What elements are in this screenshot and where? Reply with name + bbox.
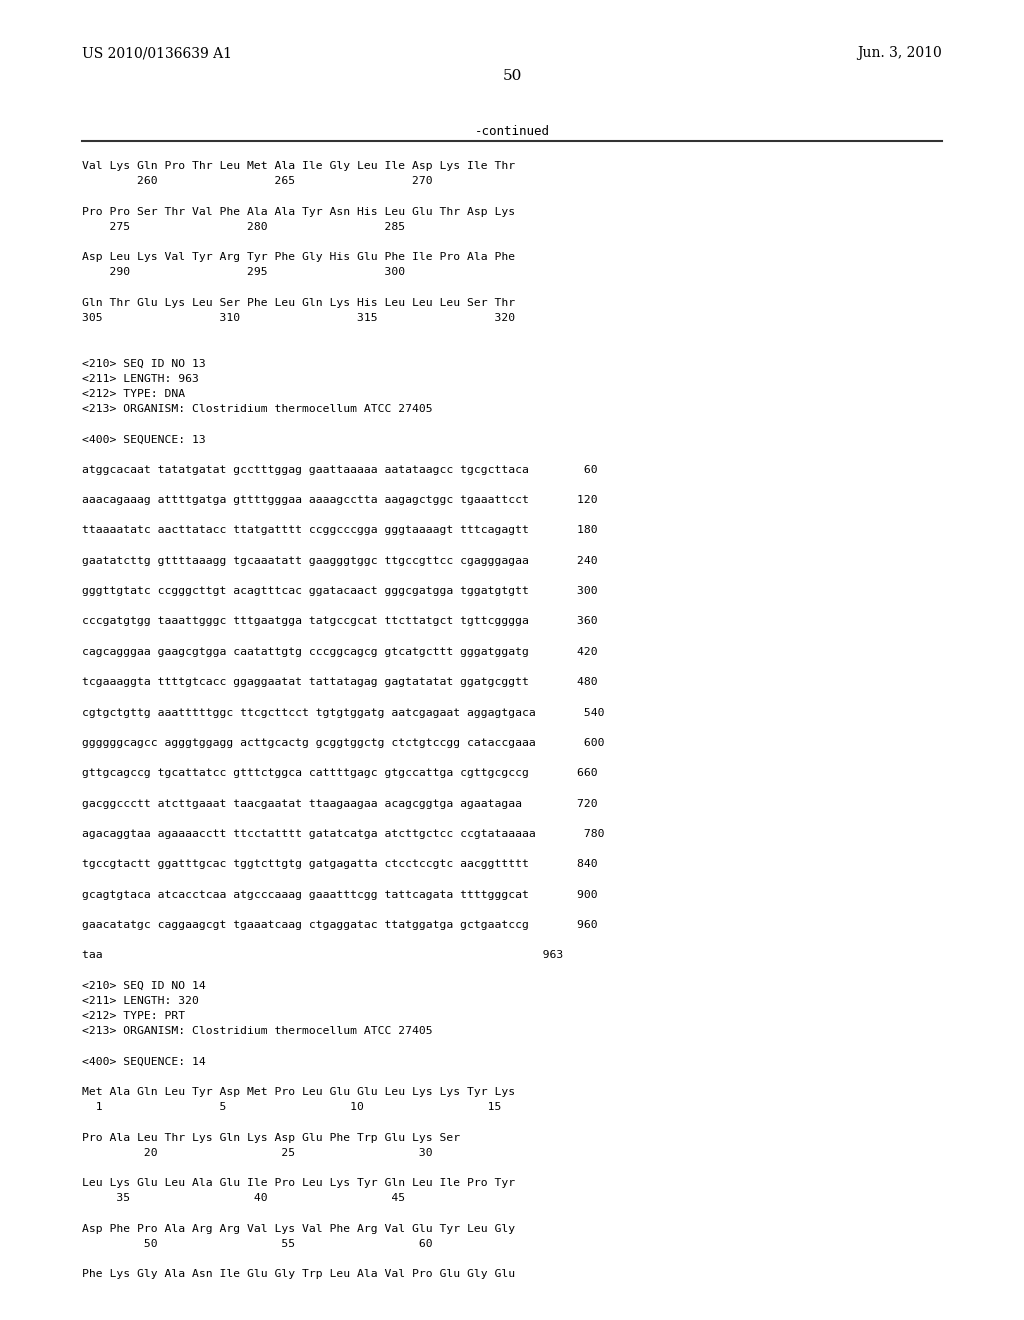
Text: Gln Thr Glu Lys Leu Ser Phe Leu Gln Lys His Leu Leu Leu Ser Thr: Gln Thr Glu Lys Leu Ser Phe Leu Gln Lys … [82, 298, 515, 308]
Text: Pro Pro Ser Thr Val Phe Ala Ala Tyr Asn His Leu Glu Thr Asp Lys: Pro Pro Ser Thr Val Phe Ala Ala Tyr Asn … [82, 206, 515, 216]
Text: <210> SEQ ID NO 14: <210> SEQ ID NO 14 [82, 981, 206, 991]
Text: <211> LENGTH: 320: <211> LENGTH: 320 [82, 995, 199, 1006]
Text: <210> SEQ ID NO 13: <210> SEQ ID NO 13 [82, 358, 206, 368]
Text: gacggccctt atcttgaaat taacgaatat ttaagaagaa acagcggtga agaatagaa        720: gacggccctt atcttgaaat taacgaatat ttaagaa… [82, 799, 598, 809]
Text: gaacatatgc caggaagcgt tgaaatcaag ctgaggatac ttatggatga gctgaatccg       960: gaacatatgc caggaagcgt tgaaatcaag ctgagga… [82, 920, 598, 931]
Text: 50                  55                  60: 50 55 60 [82, 1238, 432, 1249]
Text: cccgatgtgg taaattgggc tttgaatgga tatgccgcat ttcttatgct tgttcgggga       360: cccgatgtgg taaattgggc tttgaatgga tatgccg… [82, 616, 598, 627]
Text: 305                 310                 315                 320: 305 310 315 320 [82, 313, 515, 323]
Text: agacaggtaa agaaaacctt ttcctatttt gatatcatga atcttgctcc ccgtataaaaa       780: agacaggtaa agaaaacctt ttcctatttt gatatca… [82, 829, 604, 840]
Text: 1                 5                  10                  15: 1 5 10 15 [82, 1102, 502, 1113]
Text: tcgaaaggta ttttgtcacc ggaggaatat tattatagag gagtatatat ggatgcggtt       480: tcgaaaggta ttttgtcacc ggaggaatat tattata… [82, 677, 598, 688]
Text: <213> ORGANISM: Clostridium thermocellum ATCC 27405: <213> ORGANISM: Clostridium thermocellum… [82, 404, 432, 414]
Text: <213> ORGANISM: Clostridium thermocellum ATCC 27405: <213> ORGANISM: Clostridium thermocellum… [82, 1027, 432, 1036]
Text: 20                  25                  30: 20 25 30 [82, 1147, 432, 1158]
Text: taa                                                                963: taa 963 [82, 950, 563, 961]
Text: US 2010/0136639 A1: US 2010/0136639 A1 [82, 46, 231, 61]
Text: aaacagaaag attttgatga gttttgggaa aaaagcctta aagagctggc tgaaattcct       120: aaacagaaag attttgatga gttttgggaa aaaagcc… [82, 495, 598, 506]
Text: Phe Lys Gly Ala Asn Ile Glu Gly Trp Leu Ala Val Pro Glu Gly Glu: Phe Lys Gly Ala Asn Ile Glu Gly Trp Leu … [82, 1270, 515, 1279]
Text: <400> SEQUENCE: 13: <400> SEQUENCE: 13 [82, 434, 206, 445]
Text: Jun. 3, 2010: Jun. 3, 2010 [857, 46, 942, 61]
Text: -continued: -continued [474, 125, 550, 139]
Text: Leu Lys Glu Leu Ala Glu Ile Pro Leu Lys Tyr Gln Leu Ile Pro Tyr: Leu Lys Glu Leu Ala Glu Ile Pro Leu Lys … [82, 1177, 515, 1188]
Text: <212> TYPE: DNA: <212> TYPE: DNA [82, 388, 185, 399]
Text: atggcacaat tatatgatat gcctttggag gaattaaaaa aatataagcc tgcgcttaca        60: atggcacaat tatatgatat gcctttggag gaattaa… [82, 465, 598, 475]
Text: ggggggcagcc agggtggagg acttgcactg gcggtggctg ctctgtccgg cataccgaaa       600: ggggggcagcc agggtggagg acttgcactg gcggtg… [82, 738, 604, 748]
Text: Asp Phe Pro Ala Arg Arg Val Lys Val Phe Arg Val Glu Tyr Leu Gly: Asp Phe Pro Ala Arg Arg Val Lys Val Phe … [82, 1224, 515, 1234]
Text: cgtgctgttg aaatttttggc ttcgcttcct tgtgtggatg aatcgagaat aggagtgaca       540: cgtgctgttg aaatttttggc ttcgcttcct tgtgtg… [82, 708, 604, 718]
Text: 260                 265                 270: 260 265 270 [82, 177, 432, 186]
Text: <400> SEQUENCE: 14: <400> SEQUENCE: 14 [82, 1056, 206, 1067]
Text: <212> TYPE: PRT: <212> TYPE: PRT [82, 1011, 185, 1022]
Text: gttgcagccg tgcattatcc gtttctggca cattttgagc gtgccattga cgttgcgccg       660: gttgcagccg tgcattatcc gtttctggca cattttg… [82, 768, 598, 779]
Text: Met Ala Gln Leu Tyr Asp Met Pro Leu Glu Glu Leu Lys Lys Tyr Lys: Met Ala Gln Leu Tyr Asp Met Pro Leu Glu … [82, 1088, 515, 1097]
Text: gaatatcttg gttttaaagg tgcaaatatt gaagggtggc ttgccgttcc cgagggagaa       240: gaatatcttg gttttaaagg tgcaaatatt gaagggt… [82, 556, 598, 566]
Text: gcagtgtaca atcacctcaa atgcccaaag gaaatttcgg tattcagata ttttgggcat       900: gcagtgtaca atcacctcaa atgcccaaag gaaattt… [82, 890, 598, 900]
Text: Val Lys Gln Pro Thr Leu Met Ala Ile Gly Leu Ile Asp Lys Ile Thr: Val Lys Gln Pro Thr Leu Met Ala Ile Gly … [82, 161, 515, 172]
Text: cagcagggaa gaagcgtgga caatattgtg cccggcagcg gtcatgcttt gggatggatg       420: cagcagggaa gaagcgtgga caatattgtg cccggca… [82, 647, 598, 657]
Text: 35                  40                  45: 35 40 45 [82, 1193, 406, 1204]
Text: <211> LENGTH: 963: <211> LENGTH: 963 [82, 374, 199, 384]
Text: Asp Leu Lys Val Tyr Arg Tyr Phe Gly His Glu Phe Ile Pro Ala Phe: Asp Leu Lys Val Tyr Arg Tyr Phe Gly His … [82, 252, 515, 263]
Text: ttaaaatatc aacttatacc ttatgatttt ccggcccgga gggtaaaagt tttcagagtt       180: ttaaaatatc aacttatacc ttatgatttt ccggccc… [82, 525, 598, 536]
Text: gggttgtatc ccgggcttgt acagtttcac ggatacaact gggcgatgga tggatgtgtt       300: gggttgtatc ccgggcttgt acagtttcac ggataca… [82, 586, 598, 597]
Text: tgccgtactt ggatttgcac tggtcttgtg gatgagatta ctcctccgtc aacggttttt       840: tgccgtactt ggatttgcac tggtcttgtg gatgaga… [82, 859, 598, 870]
Text: 275                 280                 285: 275 280 285 [82, 222, 406, 232]
Text: 290                 295                 300: 290 295 300 [82, 267, 406, 277]
Text: Pro Ala Leu Thr Lys Gln Lys Asp Glu Phe Trp Glu Lys Ser: Pro Ala Leu Thr Lys Gln Lys Asp Glu Phe … [82, 1133, 460, 1143]
Text: 50: 50 [503, 69, 521, 83]
